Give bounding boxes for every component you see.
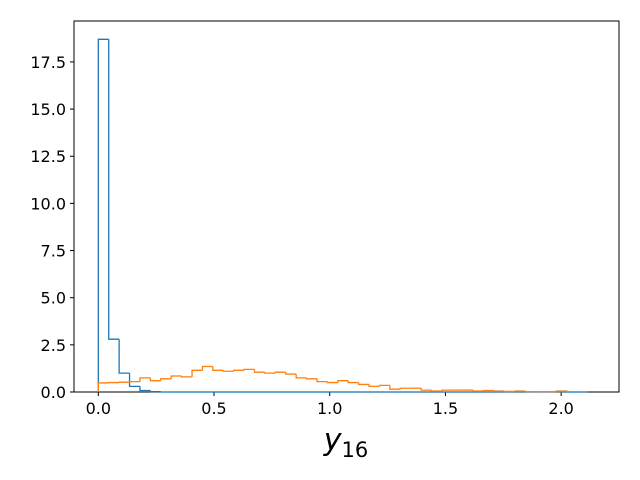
y-tick-label: 0.0: [41, 383, 66, 402]
histogram-step: [128, 380, 140, 383]
histogram-step: [305, 377, 317, 380]
histogram-step: [160, 378, 172, 381]
histogram-step: [233, 369, 245, 372]
histogram-step: [274, 371, 286, 374]
histogram-step: [326, 381, 338, 384]
histogram-step: [316, 378, 328, 383]
histogram-step: [243, 368, 255, 371]
histogram-step: [139, 377, 151, 382]
histogram-step: [222, 370, 234, 372]
histogram-step: [399, 387, 411, 390]
histogram-step: [149, 377, 161, 382]
histogram-step: [347, 380, 359, 384]
y-tick-label: 7.5: [41, 242, 66, 261]
histogram-step: [493, 390, 505, 392]
histogram-step: [212, 366, 224, 371]
y-tick-label: 2.5: [41, 336, 66, 355]
histogram-step: [170, 375, 182, 379]
histogram-step: [482, 389, 495, 392]
histogram-step: [337, 380, 349, 383]
x-tick-label: 0.0: [86, 399, 111, 418]
x-tick-label: 1.5: [433, 399, 458, 418]
histogram-step: [472, 390, 484, 392]
histogram-step: [430, 390, 442, 392]
y-tick-label: 5.0: [41, 289, 66, 308]
x-label-base: y: [323, 423, 343, 458]
histogram-step: [285, 372, 297, 375]
y-tick-label: 17.5: [30, 53, 66, 72]
histogram-step: [108, 39, 120, 340]
histogram-step: [368, 384, 380, 387]
y-tick-label: 12.5: [30, 147, 66, 166]
histogram-step: [118, 339, 130, 374]
x-tick-label: 0.5: [201, 399, 226, 418]
histogram-step: [555, 390, 568, 392]
x-axis-label: y16: [323, 423, 369, 462]
histogram-step: [295, 374, 307, 379]
histogram-step: [264, 372, 276, 374]
histogram-step: [139, 386, 151, 392]
histogram-step: [97, 38, 109, 392]
histogram-step: [524, 390, 536, 393]
histogram-step: [128, 373, 140, 387]
x-tick-label: 2.0: [548, 399, 573, 418]
histogram-step: [358, 382, 370, 386]
histogram-step: [420, 388, 432, 391]
histogram-step: [180, 375, 193, 378]
histogram-step: [97, 382, 109, 392]
y-tick-label: 10.0: [30, 194, 66, 213]
x-tick-label: 1.0: [317, 399, 342, 418]
histogram-step: [389, 385, 401, 390]
histogram-step: [253, 369, 265, 373]
histogram-step: [441, 389, 453, 392]
histogram-step: [191, 369, 203, 377]
plot-frame: [73, 20, 620, 393]
histogram-step: [149, 390, 161, 393]
histogram-step: [201, 365, 213, 371]
y-tick-label: 15.0: [30, 100, 66, 119]
x-label-subscript: 16: [342, 438, 369, 462]
histogram-step: [378, 384, 390, 387]
